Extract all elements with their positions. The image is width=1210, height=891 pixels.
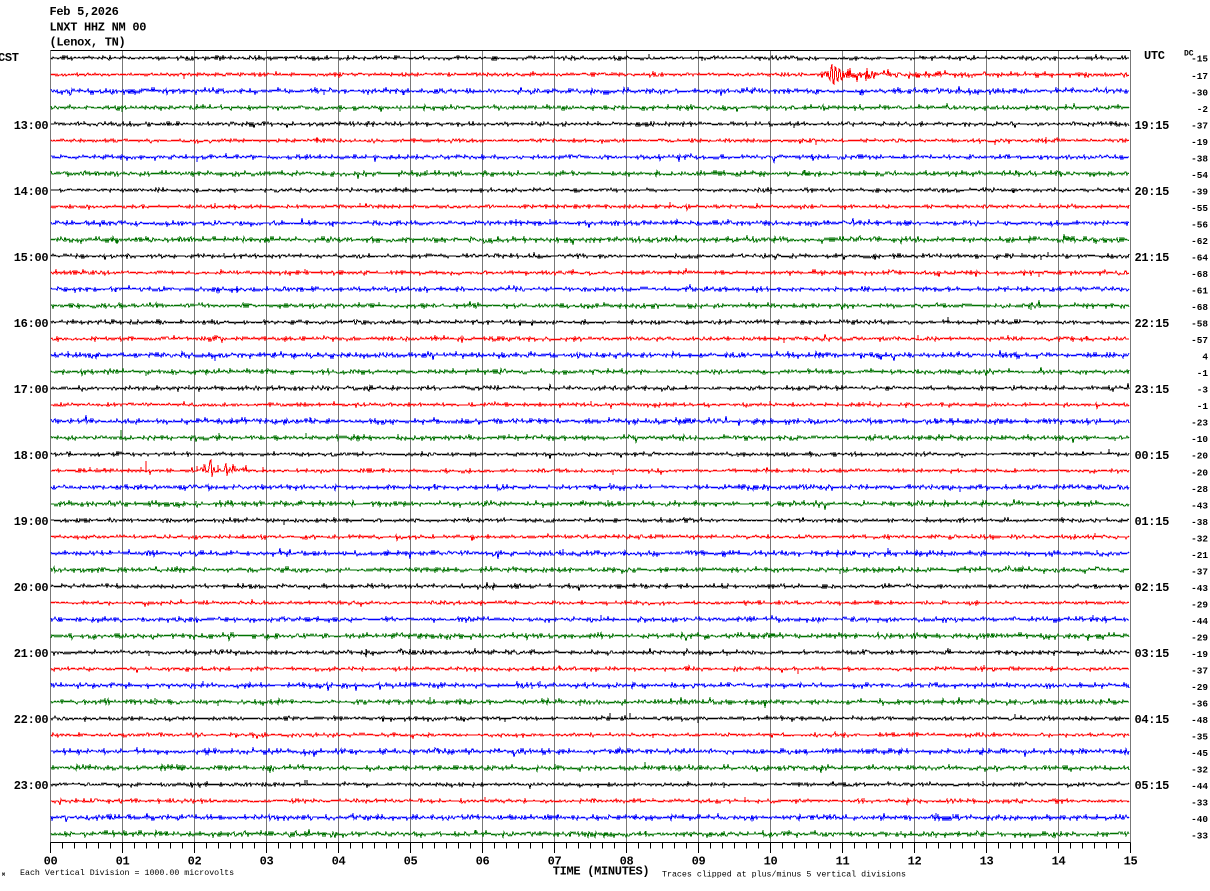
svg-text:14: 14 <box>1052 855 1066 869</box>
svg-text:-20: -20 <box>1191 451 1208 462</box>
svg-text:05:15: 05:15 <box>1135 779 1170 793</box>
svg-text:-30: -30 <box>1191 88 1208 99</box>
svg-text:-68: -68 <box>1191 302 1208 313</box>
svg-text:-32: -32 <box>1191 533 1208 544</box>
svg-text:-61: -61 <box>1191 286 1208 297</box>
svg-text:Traces clipped at plus/minus 5: Traces clipped at plus/minus 5 vertical … <box>662 870 906 880</box>
svg-text:-37: -37 <box>1191 121 1208 132</box>
svg-text:-15: -15 <box>1191 53 1208 64</box>
svg-text:-37: -37 <box>1191 566 1208 577</box>
svg-text:-54: -54 <box>1191 170 1208 181</box>
svg-text:21:15: 21:15 <box>1135 251 1170 265</box>
svg-text:22:15: 22:15 <box>1135 317 1170 331</box>
svg-text:19:00: 19:00 <box>14 515 49 529</box>
svg-text:-19: -19 <box>1191 649 1208 660</box>
svg-text:22:00: 22:00 <box>14 713 49 727</box>
svg-text:-36: -36 <box>1191 698 1208 709</box>
svg-text:13: 13 <box>980 855 994 869</box>
svg-text:14:00: 14:00 <box>14 185 49 199</box>
svg-text:-58: -58 <box>1191 319 1208 330</box>
svg-text:13:00: 13:00 <box>14 119 49 133</box>
svg-text:-38: -38 <box>1191 154 1208 165</box>
svg-text:M: M <box>2 872 5 878</box>
svg-text:-64: -64 <box>1191 253 1208 264</box>
svg-text:16:00: 16:00 <box>14 317 49 331</box>
svg-text:04: 04 <box>332 855 346 869</box>
svg-text:-55: -55 <box>1191 203 1208 214</box>
svg-text:-35: -35 <box>1191 731 1208 742</box>
svg-text:-56: -56 <box>1191 220 1208 231</box>
svg-text:-29: -29 <box>1191 599 1208 610</box>
svg-text:TIME (MINUTES): TIME (MINUTES) <box>553 865 650 879</box>
svg-text:18:00: 18:00 <box>14 449 49 463</box>
svg-text:10: 10 <box>764 855 778 869</box>
svg-text:11: 11 <box>836 855 850 869</box>
svg-text:-1: -1 <box>1197 401 1209 412</box>
svg-text:00:15: 00:15 <box>1135 449 1170 463</box>
svg-text:20:15: 20:15 <box>1135 185 1170 199</box>
svg-text:21:00: 21:00 <box>14 647 49 661</box>
svg-text:17:00: 17:00 <box>14 383 49 397</box>
svg-text:-29: -29 <box>1191 632 1208 643</box>
svg-text:-21: -21 <box>1191 550 1208 561</box>
svg-text:-43: -43 <box>1191 500 1208 511</box>
svg-text:03:15: 03:15 <box>1135 647 1170 661</box>
svg-text:08: 08 <box>620 855 634 869</box>
svg-text:-19: -19 <box>1191 137 1208 148</box>
svg-text:03: 03 <box>260 855 274 869</box>
svg-text:-28: -28 <box>1191 484 1208 495</box>
svg-text:-45: -45 <box>1191 748 1208 759</box>
svg-text:-2: -2 <box>1197 104 1209 115</box>
svg-text:-23: -23 <box>1191 418 1208 429</box>
svg-text:23:00: 23:00 <box>14 779 49 793</box>
svg-text:-48: -48 <box>1191 715 1208 726</box>
svg-text:15: 15 <box>1124 855 1138 869</box>
svg-text:02:15: 02:15 <box>1135 581 1170 595</box>
svg-text:-17: -17 <box>1191 71 1208 82</box>
svg-text:-44: -44 <box>1191 781 1208 792</box>
svg-text:-20: -20 <box>1191 467 1208 478</box>
svg-text:07: 07 <box>548 855 562 869</box>
svg-text:-33: -33 <box>1191 830 1208 841</box>
svg-text:01: 01 <box>116 855 130 869</box>
svg-text:-57: -57 <box>1191 335 1208 346</box>
svg-text:-3: -3 <box>1197 385 1209 396</box>
svg-text:-68: -68 <box>1191 269 1208 280</box>
svg-text:CST: CST <box>0 51 19 65</box>
svg-text:-33: -33 <box>1191 797 1208 808</box>
svg-text:DC: DC <box>1184 50 1194 59</box>
svg-text:-1: -1 <box>1197 368 1209 379</box>
svg-text:00: 00 <box>44 855 58 869</box>
svg-text:01:15: 01:15 <box>1135 515 1170 529</box>
svg-text:-39: -39 <box>1191 187 1208 198</box>
svg-text:20:00: 20:00 <box>14 581 49 595</box>
svg-text:06: 06 <box>476 855 490 869</box>
svg-text:4: 4 <box>1202 352 1208 363</box>
svg-text:-29: -29 <box>1191 682 1208 693</box>
svg-text:Feb 5,2026: Feb 5,2026 <box>50 5 119 19</box>
svg-text:19:15: 19:15 <box>1135 119 1170 133</box>
svg-text:UTC: UTC <box>1144 49 1165 63</box>
svg-text:02: 02 <box>188 855 202 869</box>
svg-text:-32: -32 <box>1191 764 1208 775</box>
svg-text:05: 05 <box>404 855 418 869</box>
svg-text:15:00: 15:00 <box>14 251 49 265</box>
svg-text:(Lenox, TN): (Lenox, TN) <box>50 35 126 49</box>
svg-text:12: 12 <box>908 855 922 869</box>
svg-text:23:15: 23:15 <box>1135 383 1170 397</box>
svg-text:-40: -40 <box>1191 814 1208 825</box>
svg-text:-37: -37 <box>1191 665 1208 676</box>
svg-text:-43: -43 <box>1191 583 1208 594</box>
svg-text:LNXT HHZ NM 00: LNXT HHZ NM 00 <box>50 20 147 34</box>
svg-text:Each Vertical Division = 1000.: Each Vertical Division = 1000.00 microvo… <box>20 868 234 878</box>
svg-text:-38: -38 <box>1191 517 1208 528</box>
svg-text:04:15: 04:15 <box>1135 713 1170 727</box>
svg-text:-10: -10 <box>1191 434 1208 445</box>
svg-text:09: 09 <box>692 855 706 869</box>
svg-text:-62: -62 <box>1191 236 1208 247</box>
svg-text:-44: -44 <box>1191 616 1208 627</box>
